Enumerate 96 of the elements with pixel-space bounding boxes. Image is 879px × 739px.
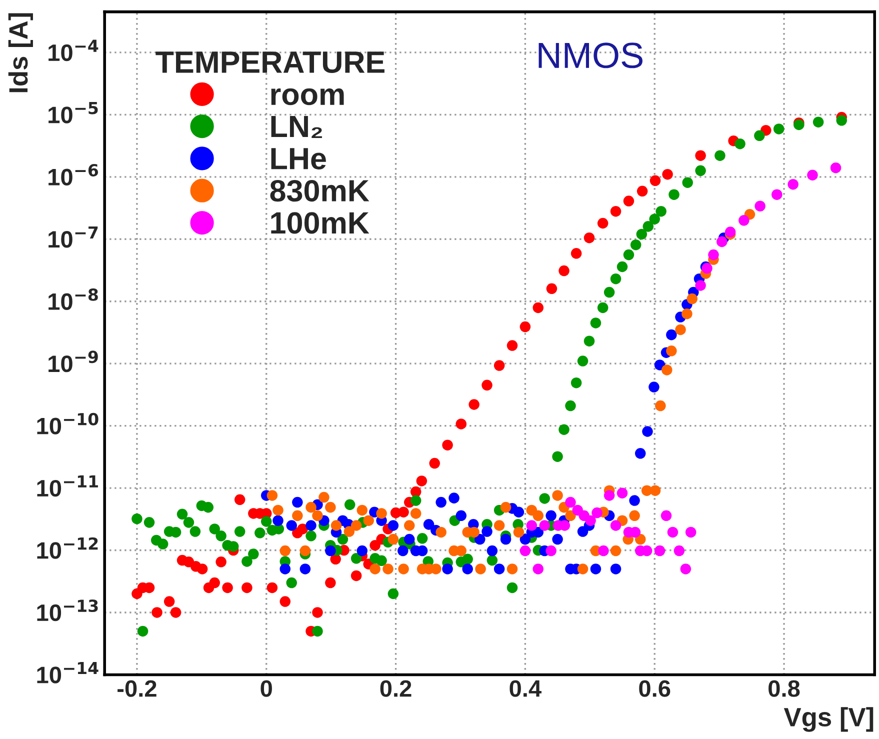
point (610, 520, 622, 531)
y-tick-label: 10$^{−5}$ (48, 102, 98, 124)
point (616, 488, 628, 498)
point (363, 515, 374, 526)
point (592, 507, 602, 518)
point (382, 564, 394, 574)
point (660, 510, 672, 522)
x-tick-label: 0.4 (510, 680, 542, 697)
x-tick-label: 0.2 (380, 680, 412, 697)
y-tick-label: 10$^{−12}$ (37, 537, 98, 559)
point (686, 293, 698, 304)
point (430, 564, 442, 574)
point (532, 510, 544, 522)
legend-title: TEMPERATURE (156, 52, 384, 74)
point (292, 510, 303, 522)
point (300, 545, 311, 556)
y-tick-label: 10$^{−8}$ (48, 288, 98, 310)
y-tick-label: 10$^{−13}$ (37, 600, 98, 622)
x-axis-title: Vgs [V] (784, 707, 874, 732)
point (666, 346, 677, 356)
point (695, 280, 706, 291)
point (513, 526, 524, 538)
x-tick-label: 0.8 (768, 680, 800, 697)
point (674, 545, 685, 556)
point (539, 520, 550, 531)
point (807, 170, 818, 180)
point (376, 508, 387, 519)
y-axis-title: Ids [A] (8, 13, 33, 92)
point (629, 510, 640, 522)
point (830, 162, 842, 174)
x-tick-label: 0.6 (639, 680, 670, 697)
point (312, 510, 323, 522)
y-tick-label: 10$^{−6}$ (48, 164, 98, 186)
point (565, 510, 576, 522)
point (788, 178, 798, 190)
point (650, 485, 661, 496)
point (404, 520, 415, 531)
point (598, 545, 609, 556)
point (370, 564, 380, 574)
point (738, 215, 750, 226)
point (388, 534, 399, 545)
point (654, 545, 666, 556)
point (306, 502, 316, 513)
x-tick-label: 0 (260, 680, 272, 697)
point (604, 490, 615, 501)
point (585, 515, 596, 526)
point (708, 249, 719, 260)
point (667, 526, 678, 538)
y-tick-label: 10$^{−7}$ (48, 226, 98, 248)
legend-label: 830mK (270, 180, 370, 202)
point (754, 200, 766, 212)
point (565, 496, 576, 508)
point (266, 490, 278, 501)
point (475, 564, 486, 574)
y-tick-label: 10$^{−11}$ (37, 475, 98, 497)
point (716, 236, 728, 248)
point (506, 564, 518, 574)
point (280, 545, 291, 556)
point (680, 564, 692, 574)
legend-label: LHe (271, 148, 326, 170)
point (398, 564, 409, 574)
point (662, 364, 672, 376)
point (577, 564, 588, 574)
point (724, 226, 736, 238)
y-tick-label: 10$^{−4}$ (48, 40, 98, 62)
point (330, 520, 342, 531)
point (356, 504, 368, 516)
y-tick-label: 10$^{−10}$ (37, 412, 98, 434)
x-tick-label: -0.2 (118, 680, 156, 697)
point (325, 502, 336, 513)
annotation: NMOS (538, 42, 642, 68)
point (772, 189, 782, 200)
point (682, 308, 692, 320)
point (552, 490, 563, 501)
point (318, 492, 330, 503)
point (655, 400, 666, 412)
point (634, 534, 646, 545)
point (520, 545, 531, 556)
point (526, 520, 538, 531)
point (675, 324, 686, 336)
y-tick-label: 10$^{−9}$ (48, 350, 98, 372)
point (410, 508, 422, 519)
point (494, 520, 505, 531)
y-tick-label: 10$^{−14}$ (37, 662, 98, 684)
point (532, 564, 544, 574)
point (546, 545, 556, 556)
point (500, 502, 512, 513)
point (436, 526, 446, 538)
point (685, 526, 696, 538)
point (344, 526, 355, 537)
point (610, 545, 622, 556)
point (350, 520, 362, 531)
legend-label: room (271, 88, 344, 106)
legend-label: LN₂ (271, 116, 322, 138)
point (272, 504, 284, 516)
legend-label: 100mK (271, 212, 370, 234)
